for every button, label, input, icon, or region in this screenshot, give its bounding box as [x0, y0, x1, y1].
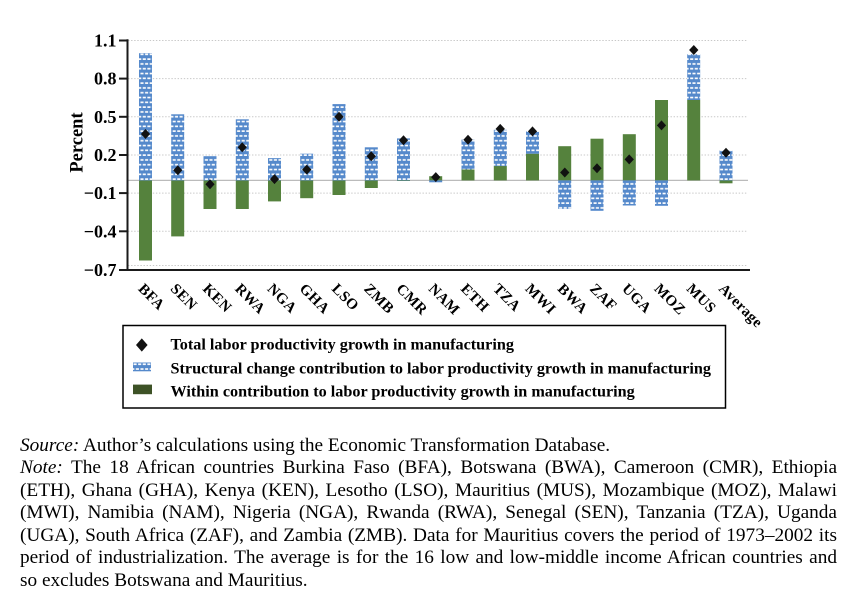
- svg-text:TZA: TZA: [489, 281, 523, 315]
- svg-text:SEN: SEN: [167, 281, 200, 314]
- svg-text:MOZ: MOZ: [651, 281, 688, 318]
- svg-text:0.2: 0.2: [94, 145, 117, 165]
- svg-text:NGA: NGA: [264, 281, 300, 317]
- svg-text:RWA: RWA: [231, 281, 268, 318]
- svg-text:Within contribution to labor p: Within contribution to labor productivit…: [171, 382, 635, 400]
- svg-text:1.1: 1.1: [94, 31, 117, 51]
- svg-text:Percent: Percent: [68, 112, 88, 173]
- svg-text:KEN: KEN: [199, 281, 234, 316]
- svg-text:GHA: GHA: [296, 281, 332, 317]
- svg-text:LSO: LSO: [328, 281, 361, 314]
- svg-text:−0.1: −0.1: [84, 183, 117, 203]
- svg-text:ZMB: ZMB: [360, 281, 396, 317]
- svg-text:UGA: UGA: [618, 281, 654, 317]
- svg-text:−0.7: −0.7: [84, 260, 117, 280]
- svg-text:−0.4: −0.4: [84, 221, 117, 241]
- svg-text:Total labor productivity growt: Total labor productivity growth in manuf…: [171, 336, 514, 354]
- svg-text:BWA: BWA: [554, 281, 590, 317]
- svg-text:0.8: 0.8: [94, 69, 117, 89]
- svg-text:ETH: ETH: [457, 281, 492, 316]
- svg-text:BFA: BFA: [135, 281, 168, 314]
- svg-text:NAM: NAM: [425, 281, 462, 318]
- svg-text:Average: Average: [715, 281, 765, 331]
- svg-text:0.5: 0.5: [94, 107, 117, 127]
- svg-text:Structural change contribution: Structural change contribution to labor …: [171, 360, 712, 378]
- svg-text:CMR: CMR: [393, 281, 430, 318]
- svg-text:MWI: MWI: [522, 281, 559, 318]
- svg-text:ZAF: ZAF: [586, 281, 619, 314]
- svg-text:MUS: MUS: [683, 281, 719, 317]
